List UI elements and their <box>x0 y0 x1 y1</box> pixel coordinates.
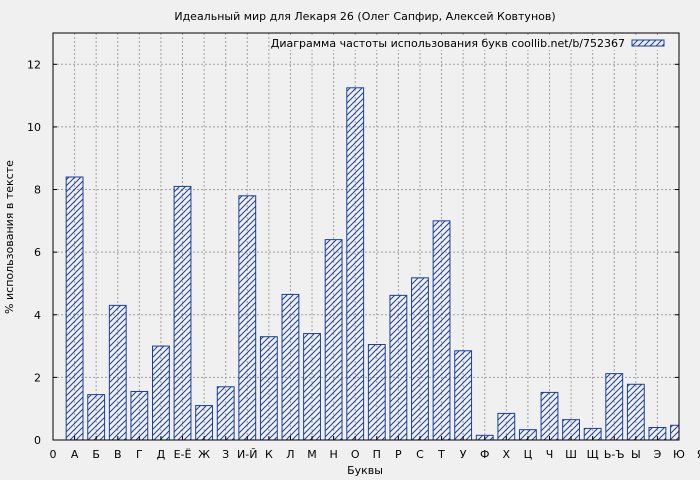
x-tick-label: З <box>222 448 229 461</box>
x-tick-label: П <box>373 448 381 461</box>
x-tick-label: Х <box>503 448 511 461</box>
x-tick-label: В <box>114 448 122 461</box>
x-tick-label: Д <box>157 448 166 461</box>
x-tick-label: Щ <box>587 448 599 461</box>
plot-frame <box>52 32 680 441</box>
bar-4 <box>130 390 149 441</box>
y-tick-label: 8 <box>34 184 41 197</box>
bar-1 <box>65 176 84 441</box>
x-tick-label: Ф <box>480 448 489 461</box>
y-tick-label: 12 <box>27 58 41 71</box>
x-tick-label: Г <box>136 448 143 461</box>
bar-27 <box>626 383 645 441</box>
bars <box>65 87 680 441</box>
legend: Диаграмма частоты использования букв coo… <box>271 36 678 50</box>
x-axis-label: Буквы <box>347 464 383 477</box>
x-tick-label: Б <box>92 448 100 461</box>
legend-swatch <box>631 39 665 47</box>
bar-2 <box>87 394 106 441</box>
x-tick-label: Ц <box>524 448 533 461</box>
x-tick-label: Ч <box>546 448 554 461</box>
x-tick-label: Ш <box>565 448 577 461</box>
x-tick-label: 0 <box>50 448 57 461</box>
x-tick-label: Р <box>395 448 402 461</box>
x-tick-label: У <box>460 448 467 461</box>
x-tick-label: Э <box>654 448 662 461</box>
bar-12 <box>303 333 321 441</box>
bar-6 <box>173 185 192 441</box>
x-tick-label: К <box>265 448 273 461</box>
bar-13 <box>324 239 343 441</box>
bar-16 <box>389 294 408 441</box>
x-tick-label: С <box>416 448 424 461</box>
bar-26 <box>605 373 624 441</box>
bar-5 <box>152 345 170 441</box>
x-tick-label: О <box>351 448 360 461</box>
x-tick-label: Т <box>437 448 445 461</box>
bar-15 <box>367 344 386 441</box>
y-tick-label: 4 <box>34 309 41 322</box>
bar-3 <box>108 304 127 441</box>
grid <box>53 33 680 440</box>
legend-label: Диаграмма частоты использования букв coo… <box>271 37 625 50</box>
y-tick-label: 10 <box>27 121 41 134</box>
y-tick-label: 6 <box>34 246 41 259</box>
x-tick-label: Ь-Ъ <box>604 448 625 461</box>
bar-11 <box>281 293 300 441</box>
ticks <box>52 63 680 441</box>
bar-19 <box>454 350 473 441</box>
chart-title: Идеальный мир для Лекаря 26 (Олег Сапфир… <box>174 10 555 23</box>
x-tick-label: Ю <box>673 448 685 461</box>
y-axis-label: % использования в тексте <box>3 160 16 314</box>
bar-29 <box>670 424 680 441</box>
bar-7 <box>195 405 214 441</box>
bar-23 <box>540 391 559 441</box>
x-tick-label: Ы <box>631 448 641 461</box>
y-tick-label: 0 <box>34 434 41 447</box>
x-tick-label: Ж <box>198 448 210 461</box>
bar-9 <box>238 195 257 441</box>
x-tick-label: Е-Ё <box>174 448 192 461</box>
x-tick-label: А <box>71 448 79 461</box>
bar-8 <box>216 386 235 441</box>
plot-area <box>53 33 679 440</box>
x-tick-label: М <box>307 448 317 461</box>
x-tick-label: Я <box>697 448 700 461</box>
x-tick-label: Л <box>286 448 294 461</box>
x-tick-label: Н <box>329 448 337 461</box>
y-tick-label: 2 <box>34 371 41 384</box>
bar-14 <box>346 87 365 441</box>
y-tick-labels: 0 2 4 6 8 10 12 <box>27 58 41 447</box>
bar-10 <box>259 336 278 441</box>
x-tick-label: И-Й <box>237 448 257 461</box>
bar-17 <box>411 277 429 441</box>
bar-18 <box>432 220 451 441</box>
